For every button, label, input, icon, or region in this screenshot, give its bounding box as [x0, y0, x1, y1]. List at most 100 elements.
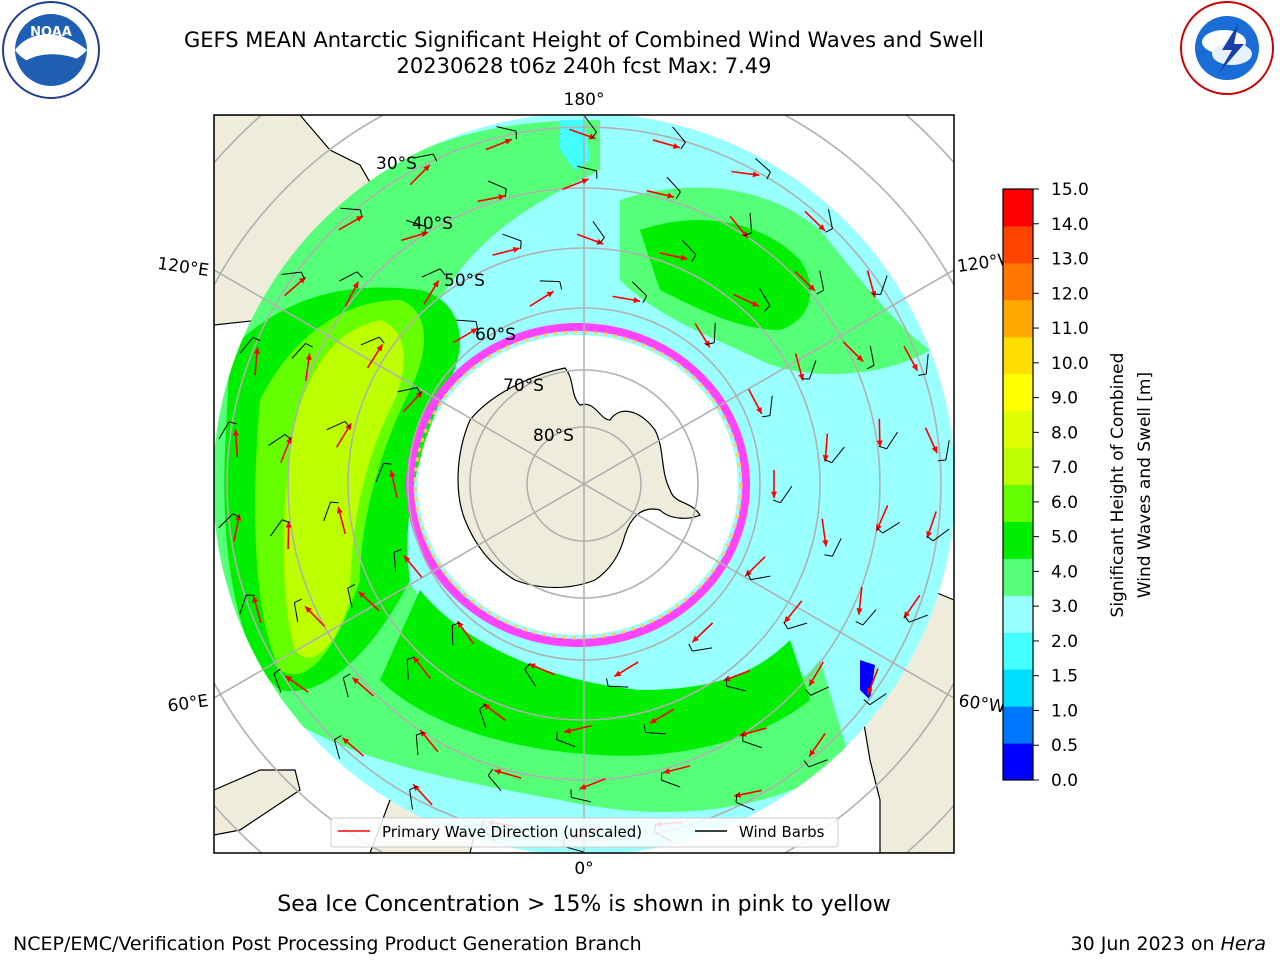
colorbar-swatch: [1003, 558, 1033, 596]
wave-arrow: [903, 345, 919, 372]
lat-label-40: 40°S: [412, 214, 453, 234]
wind-barb: [824, 446, 845, 464]
wind-barb: [415, 731, 424, 756]
svg-text:NOAA: NOAA: [30, 25, 72, 40]
colorbar-label-line1: Significant Height of Combined: [1108, 353, 1128, 618]
wave-arrow: [338, 215, 364, 231]
wind-barb: [451, 622, 461, 646]
wind-barb: [666, 176, 681, 199]
wave-arrow: [563, 724, 592, 734]
colorbar-swatch: [1003, 706, 1033, 744]
wind-barb: [270, 519, 290, 537]
wind-barb: [268, 433, 292, 446]
wave-arrow: [528, 663, 555, 676]
colorbar-swatch: [1003, 447, 1033, 485]
wind-barb: [772, 485, 793, 504]
wind-barb: [863, 693, 887, 706]
wave-arrow: [875, 505, 889, 532]
wave-arrow: [358, 590, 380, 612]
map-subtitle: 20230628 t06z 240h fcst Max: 7.49: [396, 54, 772, 78]
wave-arrow: [729, 215, 749, 239]
colorbar-swatch: [1003, 410, 1033, 449]
wind-barb: [903, 614, 928, 623]
wind-barb: [755, 158, 771, 180]
colorbar-tick-label: 1.5: [1051, 667, 1078, 687]
colorbar-swatch: [1003, 669, 1033, 707]
wave-arrow: [304, 605, 326, 627]
wave-arrow: [856, 586, 863, 615]
wind-barb: [375, 462, 392, 483]
wind-barb: [872, 275, 888, 295]
lon-label-lower-left: 60°E: [166, 691, 209, 716]
nws-logo: [1180, 1, 1274, 95]
wind-barb: [824, 538, 842, 557]
wind-barb: [323, 501, 339, 522]
latitude-labels: 30°S 40°S 50°S 60°S 70°S 80°S: [376, 154, 574, 446]
wave-arrow: [351, 677, 375, 697]
wave-arrow: [232, 429, 239, 458]
wave-arrow: [613, 661, 639, 678]
wave-arrow: [866, 668, 879, 695]
wave-arrow: [821, 518, 829, 547]
wave-arrow: [794, 270, 816, 292]
wind-barb: [218, 421, 237, 440]
map-content: [214, 115, 954, 853]
wave-arrow: [366, 343, 384, 369]
wave-arrow: [529, 290, 555, 307]
lat-label-30: 30°S: [376, 154, 417, 174]
wind-barb: [487, 768, 502, 792]
wind-barb: [876, 522, 900, 534]
wind-barb: [406, 219, 426, 235]
wind-barb: [761, 395, 773, 418]
wind-barb: [293, 598, 302, 623]
colorbar-label-line2: Wind Waves and Swell [m]: [1135, 372, 1155, 598]
wave-arrow: [770, 470, 778, 498]
wave-arrow: [562, 178, 589, 190]
wave-arrow: [804, 210, 826, 232]
wave-arrow: [612, 295, 641, 304]
wind-barb: [456, 319, 479, 330]
wind-barb: [397, 386, 422, 395]
wave-arrow: [285, 521, 292, 550]
wave-arrow: [694, 323, 711, 348]
colorbar-swatch: [1003, 225, 1033, 264]
map-title: GEFS MEAN Antarctic Significant Height o…: [183, 28, 985, 52]
wind-barb: [706, 322, 716, 346]
wind-barb: [801, 360, 817, 380]
wave-arrow: [569, 128, 597, 140]
wind-barb: [866, 345, 875, 370]
wave-arrow: [924, 427, 938, 454]
wave-arrow: [252, 595, 262, 624]
wave-arrow: [403, 555, 423, 578]
wind-barb: [759, 288, 771, 312]
wind-barb: [502, 233, 522, 249]
colorbar-tick-label: 13.0: [1051, 250, 1089, 270]
colorbar-tick-label: 12.0: [1051, 284, 1089, 304]
wave-arrow: [652, 139, 681, 149]
wind-barb: [605, 678, 629, 688]
colorbar-tick-label: 6.0: [1051, 493, 1078, 513]
wave-arrow: [747, 388, 763, 415]
wave-arrow: [253, 347, 260, 376]
lon-label-lower-right: 60°W: [957, 691, 1006, 717]
sea-ice-ring: [406, 323, 750, 647]
wave-arrow: [822, 433, 829, 462]
lat-label-80: 80°S: [533, 426, 574, 446]
wave-arrow: [344, 281, 360, 307]
wind-barb: [918, 354, 929, 376]
wind-barb: [577, 165, 598, 179]
wave-arrow: [731, 170, 760, 178]
wave-arrow: [783, 600, 803, 624]
wind-barb: [725, 678, 747, 692]
wind-barb: [556, 731, 576, 748]
wind-barb: [421, 268, 446, 278]
sea-ice-note: Sea Ice Concentration > 15% is shown in …: [277, 892, 891, 917]
wave-arrow: [402, 390, 423, 413]
colorbar-tick-label: 3.0: [1051, 597, 1078, 617]
wind-barb: [672, 126, 686, 150]
wind-barb: [539, 280, 563, 290]
wind-barb: [524, 663, 537, 687]
legend-barb-label: Wind Barbs: [739, 823, 825, 841]
wind-barb: [584, 115, 597, 139]
wave-arrow: [659, 252, 688, 261]
